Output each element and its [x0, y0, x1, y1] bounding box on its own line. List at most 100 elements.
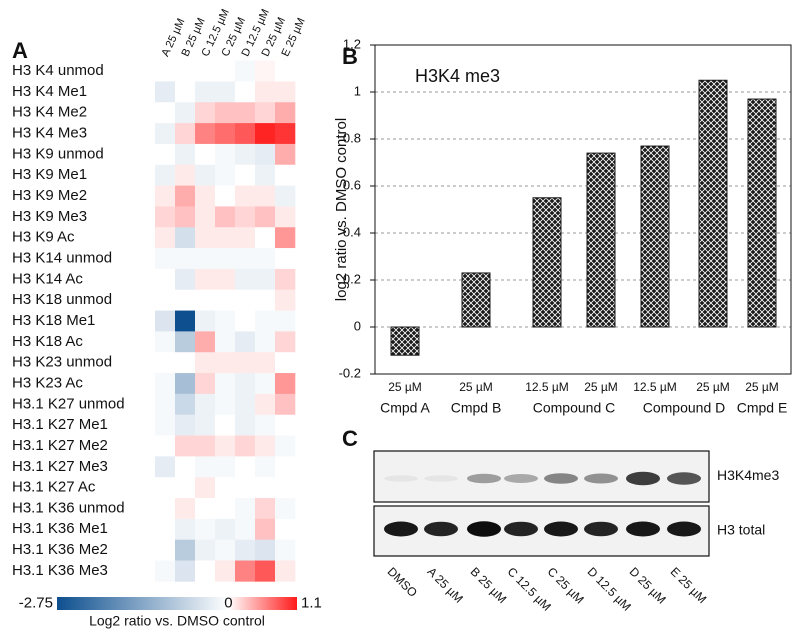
heatmap-cell: [155, 414, 176, 436]
dose-label: 12.5 µM: [633, 380, 677, 394]
heatmap-cell: [175, 81, 196, 103]
band: [424, 521, 458, 537]
heatmap-cell: [215, 227, 236, 249]
heatmap-cell: [155, 498, 176, 520]
heatmap-cell: [195, 143, 216, 166]
heatmap-cell: [255, 498, 276, 520]
lane-label: E 25 µM: [668, 564, 710, 606]
heatmap-cell: [155, 268, 176, 291]
heatmap-cell: [275, 498, 296, 520]
heatmap-cell: [235, 206, 256, 228]
heatmap-cell: [255, 560, 276, 582]
heatmap-cell: [175, 123, 196, 145]
heatmap-cell: [255, 414, 276, 436]
heatmap-cell: [235, 185, 256, 207]
colorbar-tick-label: 0: [224, 594, 232, 611]
row-label: H3 K9 Ac: [12, 229, 75, 246]
heatmap-cell: [255, 456, 276, 478]
heatmap-cell: [155, 477, 176, 499]
y-tick-label: 0: [354, 318, 361, 333]
band: [467, 521, 501, 537]
heatmap-cell: [195, 393, 216, 416]
band: [584, 521, 618, 537]
row-label: H3.1 K36 unmod: [12, 499, 125, 516]
heatmap-cell: [195, 539, 216, 561]
heatmap-cell: [215, 143, 236, 166]
heatmap-cell: [275, 477, 296, 499]
heatmap-cell: [195, 102, 216, 124]
heatmap-cell: [275, 60, 296, 82]
heatmap-cell: [215, 268, 236, 291]
heatmap-cell: [195, 81, 216, 103]
heatmap-cell: [215, 60, 236, 82]
heatmap-cell: [235, 539, 256, 561]
colorbar: [57, 597, 297, 610]
heatmap-cell: [195, 268, 216, 291]
band: [504, 474, 538, 483]
heatmap-cell: [175, 185, 196, 207]
row-label: H3.1 K27 Me3: [12, 458, 108, 475]
heatmap-cell: [195, 518, 216, 540]
heatmap-cell: [175, 414, 196, 436]
heatmap-cell: [155, 539, 176, 561]
dose-label: 25 µM: [745, 380, 779, 394]
bar: [698, 79, 728, 328]
row-label: H3 K9 Me2: [12, 187, 87, 204]
heatmap-cell: [155, 331, 176, 353]
heatmap-cell: [175, 164, 196, 186]
row-label: H3 K18 unmod: [12, 291, 112, 308]
dose-label: 25 µM: [388, 380, 422, 394]
heatmap-cell: [215, 414, 236, 436]
y-tick-label: 0.8: [343, 130, 361, 145]
heatmap-cell: [235, 310, 256, 332]
y-tick-label: 0.6: [343, 177, 361, 192]
lane-label: B 25 µM: [468, 564, 510, 606]
panel-label: C: [342, 426, 358, 451]
heatmap-cell: [175, 143, 196, 166]
heatmap-cell: [175, 102, 196, 124]
panel-label: B: [342, 44, 358, 69]
band: [424, 475, 458, 482]
heatmap-cell: [175, 60, 196, 82]
y-tick-label: 0.2: [343, 271, 361, 286]
heatmap-cell: [155, 123, 176, 145]
bar: [747, 98, 777, 328]
heatmap-cell: [175, 289, 196, 311]
heatmap-cell: [155, 352, 176, 374]
heatmap-cell: [275, 248, 296, 270]
heatmap-cell: [215, 248, 236, 270]
row-label: H3 K23 unmod: [12, 354, 112, 371]
heatmap-cell: [235, 331, 256, 353]
heatmap-cell: [235, 143, 256, 166]
band: [504, 521, 538, 537]
heatmap-cell: [255, 102, 276, 124]
heatmap-cell: [235, 268, 256, 291]
heatmap-cell: [235, 435, 256, 457]
heatmap-cell: [255, 289, 276, 311]
heatmap-cell: [155, 289, 176, 311]
row-label: H3.1 K27 Me1: [12, 416, 108, 433]
heatmap-cell: [195, 164, 216, 186]
heatmap-cell: [255, 227, 276, 249]
lane-label: DMSO: [385, 564, 420, 599]
group-label: Compound D: [643, 400, 726, 416]
group-label: Compound C: [533, 400, 616, 416]
y-tick-label: -0.2: [339, 365, 361, 380]
heatmap-cell: [155, 81, 176, 103]
heatmap-cell: [195, 560, 216, 582]
colorbar-tick-label: 1.1: [301, 594, 322, 611]
bar: [390, 326, 420, 356]
heatmap-cell: [275, 185, 296, 207]
heatmap-cell: [215, 331, 236, 353]
y-axis-label: log2 ratio vs. DMSO control: [333, 118, 350, 301]
heatmap-cell: [195, 435, 216, 457]
annotation: H3K4 me3: [415, 66, 500, 86]
heatmap-cell: [195, 477, 216, 499]
heatmap-cell: [155, 373, 176, 395]
heatmap-cell: [215, 456, 236, 478]
heatmap-cell: [195, 123, 216, 145]
dose-label: 12.5 µM: [525, 380, 569, 394]
row-label: H3 K18 Ac: [12, 333, 83, 350]
band: [584, 473, 618, 484]
